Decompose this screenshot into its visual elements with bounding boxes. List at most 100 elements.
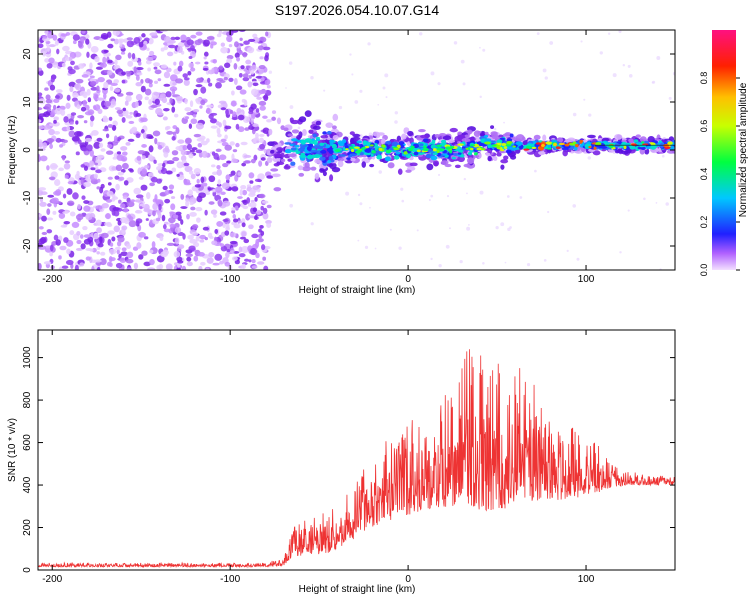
spectrogram-noise-blob xyxy=(255,252,260,259)
spectrogram-noise-blob xyxy=(200,140,208,146)
spectrogram-noise-blob xyxy=(129,127,138,134)
spectrogram-noise-blob xyxy=(188,153,194,159)
spectrogram-peak xyxy=(535,142,542,145)
spectrogram-noise-blob xyxy=(47,194,55,198)
spectrogram-noise-blob xyxy=(171,150,179,156)
spectrogram-noise-blob xyxy=(121,117,126,123)
spectrogram-noise-blob xyxy=(72,34,80,41)
spectrogram-faint-dot xyxy=(627,64,631,68)
spectrogram-noise-blob xyxy=(260,157,266,161)
spectrogram-noise-blob xyxy=(58,167,64,172)
spectrogram-noise-blob xyxy=(49,84,56,91)
spectrogram-noise-blob xyxy=(81,147,88,152)
spectrogram-noise-blob xyxy=(159,235,164,242)
spectrogram-signal-core xyxy=(306,146,312,151)
spectrogram-noise-blob xyxy=(64,174,69,179)
spectrogram-noise-blob xyxy=(66,125,71,132)
spectrogram-noise-blob xyxy=(38,113,47,118)
spectrogram-noise-blob xyxy=(195,122,204,130)
spectrogram-noise-blob xyxy=(119,39,123,47)
spectrogram-noise-blob xyxy=(249,201,257,208)
spectrogram-noise-blob xyxy=(153,91,160,96)
spectrogram-y-axis-label: Frequency (Hz) xyxy=(7,116,18,185)
spectrogram-noise-blob xyxy=(89,62,93,70)
spectrogram-noise-blob xyxy=(237,114,245,121)
spectrogram-noise-blob xyxy=(163,228,171,233)
spectrogram-noise-blob xyxy=(116,109,124,114)
spectrogram-noise-blob xyxy=(111,98,116,105)
spectrogram-noise-blob xyxy=(122,195,128,200)
spectrogram-faint-dot xyxy=(398,246,402,250)
snr-x-tick-label: 0 xyxy=(405,574,411,585)
spectrogram-noise-blob xyxy=(48,57,55,64)
spectrogram-faint-dot xyxy=(463,177,467,181)
spectrogram-noise-blob xyxy=(115,164,123,172)
spectrogram-noise-blob xyxy=(94,156,102,163)
spectrogram-noise-blob xyxy=(75,78,84,84)
spectrogram-signal-core xyxy=(393,155,400,160)
spectrogram-noise-blob xyxy=(80,164,86,168)
spectrogram-noise-blob xyxy=(240,184,247,190)
spectrogram-noise-blob xyxy=(47,203,52,207)
spectrogram-signal-core xyxy=(625,143,632,147)
spectrogram-noise-blob xyxy=(45,94,51,101)
spectrogram-noise-blob xyxy=(198,192,206,199)
spectrogram-noise-blob xyxy=(97,77,105,83)
spectrogram-faint-dot xyxy=(418,32,423,36)
spectrogram-signal-blob xyxy=(315,120,322,126)
spectrogram-noise-blob xyxy=(40,48,48,55)
spectrogram-noise-blob xyxy=(51,197,59,204)
spectrogram-noise-blob xyxy=(82,99,87,107)
spectrogram-noise-blob xyxy=(199,234,207,240)
spectrogram-noise-blob xyxy=(82,226,88,231)
spectrogram-faint-dot xyxy=(428,199,431,202)
spectrogram-signal-blob xyxy=(337,157,345,162)
spectrogram-noise-blob xyxy=(74,83,80,89)
spectrogram-faint-dot xyxy=(536,32,540,35)
spectrogram-noise-blob xyxy=(65,259,74,266)
spectrogram-noise-blob xyxy=(55,189,62,196)
spectrogram-noise-blob xyxy=(72,192,79,200)
spectrogram-noise-blob xyxy=(201,150,208,158)
spectrogram-faint-dot xyxy=(438,263,442,268)
spectrogram-noise-blob xyxy=(264,79,270,85)
spectrogram-signal-core xyxy=(600,145,608,149)
spectrogram-noise-blob xyxy=(251,88,259,96)
spectrogram-signal-core xyxy=(405,153,411,159)
spectrogram-noise-blob xyxy=(139,206,143,210)
spectrogram-noise-blob xyxy=(220,245,228,252)
spectrogram-noise-blob xyxy=(85,213,93,221)
spectrogram-signal-blob xyxy=(407,130,414,136)
spectrogram-signal-blob xyxy=(473,136,482,143)
spectrogram-noise-blob xyxy=(136,155,142,161)
spectrogram-noise-blob xyxy=(243,154,252,158)
spectrogram-noise-blob xyxy=(71,221,80,228)
spectrogram-faint-dot xyxy=(542,68,547,73)
spectrogram-noise-blob xyxy=(112,120,118,127)
spectrogram-noise-blob xyxy=(54,95,60,99)
spectrogram-faint-dot xyxy=(364,245,369,249)
spectrogram-signal-blob xyxy=(434,134,441,138)
spectrogram-noise-blob xyxy=(75,214,84,221)
spectrogram-noise-blob xyxy=(144,165,150,169)
spectrogram-noise-blob xyxy=(76,239,82,245)
spectrogram-signal-core xyxy=(315,136,321,140)
spectrogram-noise-blob xyxy=(235,123,240,130)
spectrogram-signal-blob xyxy=(350,157,356,162)
spectrogram-noise-blob xyxy=(108,116,113,121)
spectrogram-noise-blob xyxy=(39,201,47,207)
spectrogram-noise-blob xyxy=(112,206,120,211)
spectrogram-faint-dot xyxy=(466,192,468,195)
spectrogram-noise-blob xyxy=(66,188,73,195)
spectrogram-noise-blob xyxy=(249,188,256,196)
spectrogram-noise-blob xyxy=(147,267,156,270)
spectrogram-signal-blob xyxy=(289,117,294,123)
spectrogram-faint-dot xyxy=(519,196,523,199)
spectrogram-noise-blob xyxy=(187,189,194,197)
spectrogram-noise-blob xyxy=(141,155,146,160)
spectrogram-noise-blob xyxy=(46,138,55,143)
spectrogram-noise-blob xyxy=(259,143,266,150)
spectrogram-signal-blob xyxy=(409,162,418,167)
spectrogram-noise-blob xyxy=(252,33,258,39)
spectrogram-y-tick-label: 20 xyxy=(22,48,33,60)
